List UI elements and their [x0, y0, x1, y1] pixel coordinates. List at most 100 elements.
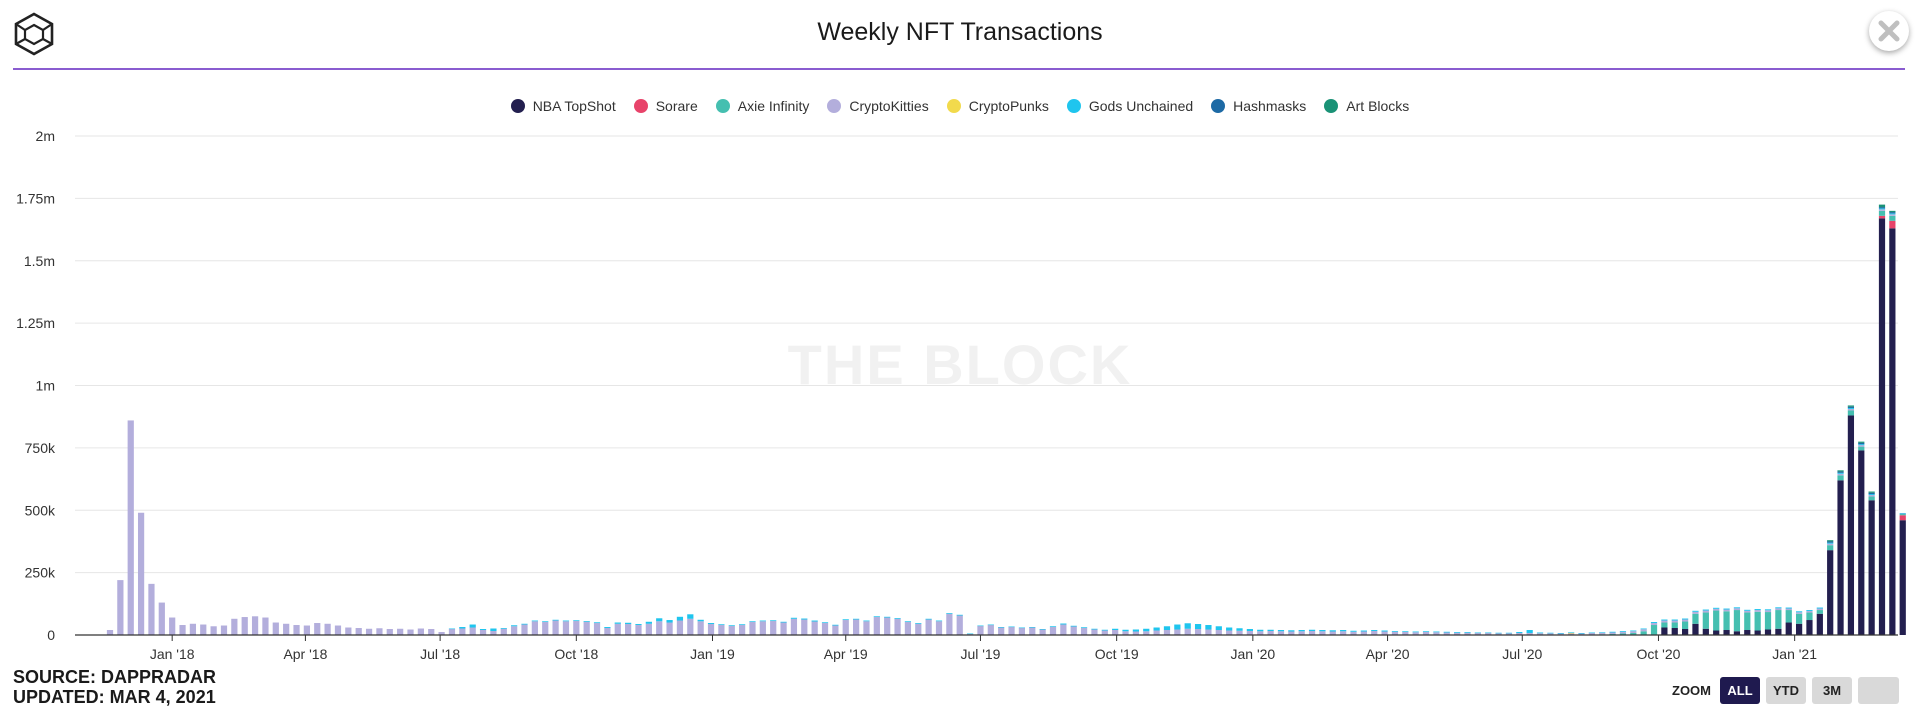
- bar-segment: [842, 619, 849, 621]
- bar-segment: [645, 623, 652, 635]
- legend-label: Art Blocks: [1346, 98, 1410, 114]
- bar-segment: [1308, 629, 1316, 632]
- legend-label: Gods Unchained: [1088, 98, 1194, 114]
- bar-segment: [1847, 406, 1855, 408]
- bar-segment: [1744, 630, 1751, 635]
- bar-segment: [604, 627, 611, 629]
- bar-segment: [1257, 631, 1264, 635]
- legend-item-nba-topshot[interactable]: NBA TopShot: [510, 98, 616, 114]
- bar-segment: [1474, 633, 1481, 635]
- updated-text: UPDATED: MAR 4, 2021: [13, 687, 216, 707]
- bar-segment: [1588, 632, 1595, 634]
- bar-segment: [459, 628, 466, 635]
- legend-item-cryptopunks[interactable]: CryptoPunks: [946, 98, 1049, 114]
- bar-segment: [853, 618, 860, 620]
- zoom-all-button[interactable]: ALL: [1720, 677, 1760, 704]
- bar-segment: [542, 621, 549, 623]
- legend-item-axie-infinity[interactable]: Axie Infinity: [715, 98, 809, 114]
- bar-segment: [1889, 228, 1896, 635]
- bar-segment: [1402, 631, 1409, 633]
- x-tick-label: Apr '18: [283, 646, 327, 662]
- zoom-ytd-button[interactable]: YTD: [1766, 677, 1806, 704]
- legend-item-gods-unchained[interactable]: Gods Unchained: [1066, 98, 1194, 114]
- bar-segment: [1557, 633, 1564, 635]
- bar-segment: [604, 628, 611, 635]
- bar-segment: [1246, 629, 1253, 632]
- bar-segment: [873, 617, 880, 635]
- bar-segment: [314, 623, 321, 635]
- bar-segment: [417, 628, 424, 635]
- bar-segment: [1868, 492, 1875, 495]
- bar-segment: [1568, 633, 1575, 635]
- legend-item-art-blocks[interactable]: Art Blocks: [1324, 98, 1409, 114]
- bar-segment: [365, 628, 373, 635]
- bar-segment: [1837, 472, 1844, 474]
- x-tick-label: Oct '18: [554, 646, 598, 662]
- bar-segment: [1764, 610, 1772, 613]
- bar-segment: [1795, 612, 1803, 614]
- bar-segment: [324, 623, 331, 635]
- bar-segment: [977, 625, 984, 627]
- bar-segment: [728, 626, 735, 635]
- bar-segment: [1868, 495, 1875, 497]
- bar-segment: [1184, 623, 1191, 629]
- bar-segment: [1464, 632, 1471, 633]
- bar-segment: [1878, 204, 1886, 208]
- bar-segment: [1889, 210, 1896, 213]
- bar-segment: [1640, 631, 1647, 635]
- bar-segment: [500, 628, 507, 635]
- bar-segment: [1371, 631, 1378, 635]
- chart-title: Weekly NFT Transactions: [817, 18, 1103, 46]
- bar-segment: [1443, 632, 1450, 635]
- x-tick-label: Jan '21: [1772, 646, 1817, 662]
- y-tick-label: 250k: [25, 565, 56, 581]
- bar-segment: [1858, 446, 1865, 451]
- legend-label: Hashmasks: [1233, 98, 1307, 114]
- bar-segment: [1868, 494, 1875, 496]
- bar-segment: [1070, 625, 1077, 627]
- bar-segment: [1029, 627, 1036, 635]
- bar-segment: [1899, 520, 1906, 635]
- bar-segment: [1101, 630, 1108, 635]
- cube-logo-icon: [14, 12, 54, 56]
- bar-segment: [1288, 631, 1295, 635]
- bar-segment: [1433, 632, 1440, 635]
- bar-segment: [1454, 632, 1461, 635]
- zoom-3m-button[interactable]: 3M: [1812, 677, 1852, 704]
- bar-segment: [1091, 628, 1098, 630]
- bar-segment: [635, 625, 642, 635]
- bar-segment: [821, 623, 829, 635]
- bar-segment: [915, 623, 922, 635]
- close-button[interactable]: [1869, 11, 1909, 51]
- bar-segment: [697, 619, 704, 622]
- bar-segment: [562, 620, 570, 622]
- x-tick-label: Jan '19: [690, 646, 735, 662]
- bar-segment: [283, 623, 290, 635]
- bar-segment: [1702, 609, 1709, 611]
- bar-segment: [1754, 610, 1761, 612]
- bar-segment: [1609, 632, 1616, 634]
- bar-segment: [1412, 632, 1419, 635]
- bar-segment: [1785, 610, 1792, 623]
- bar-segment: [220, 625, 228, 635]
- legend-item-sorare[interactable]: Sorare: [633, 98, 698, 114]
- bar-segment: [1619, 633, 1627, 635]
- bar-segment: [925, 619, 932, 635]
- bar-segment: [1806, 612, 1813, 621]
- bar-segment: [1578, 633, 1585, 635]
- bar-segment: [490, 628, 497, 632]
- bar-segment: [1899, 513, 1906, 516]
- bar-segment: [1889, 215, 1896, 221]
- bar-segment: [801, 618, 808, 620]
- bar-segment: [1132, 631, 1140, 635]
- bar-segment: [739, 624, 746, 626]
- bar-segment: [1682, 619, 1689, 622]
- legend-item-hashmasks[interactable]: Hashmasks: [1211, 98, 1306, 114]
- zoom-blank-button[interactable]: [1858, 677, 1899, 704]
- bar-segment: [832, 625, 839, 635]
- bar-segment: [1091, 629, 1098, 635]
- bar-segment: [759, 620, 766, 622]
- bar-segment: [1215, 630, 1222, 635]
- x-tick-label: Oct '20: [1637, 646, 1681, 662]
- legend-item-cryptokitties[interactable]: CryptoKitties: [827, 98, 929, 114]
